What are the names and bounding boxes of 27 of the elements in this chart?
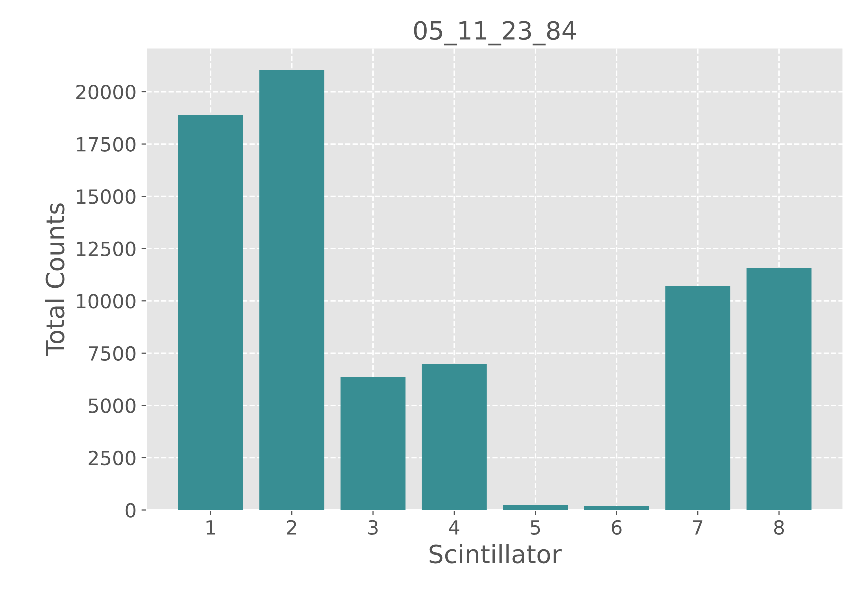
y-tick-label: 10000 bbox=[77, 294, 136, 309]
x-tick-label: 5 bbox=[530, 520, 540, 536]
y-tick-label: 17500 bbox=[77, 137, 136, 152]
x-tick-label: 2 bbox=[287, 520, 296, 535]
bar bbox=[340, 377, 406, 510]
x-tick-label: 3 bbox=[368, 520, 378, 536]
bar bbox=[666, 286, 731, 510]
y-tick-label: 0 bbox=[126, 503, 136, 518]
x-tick-label: 6 bbox=[612, 520, 622, 536]
y-tick-label: 15000 bbox=[77, 190, 136, 204]
x-tick-label: 8 bbox=[774, 520, 784, 536]
bar bbox=[422, 364, 487, 510]
x-tick-label: 4 bbox=[449, 520, 460, 535]
bar bbox=[503, 505, 568, 510]
y-tick-label: 12500 bbox=[77, 242, 136, 257]
bar bbox=[746, 268, 812, 510]
y-axis-title: Total Counts bbox=[45, 204, 65, 356]
bar bbox=[178, 115, 244, 510]
x-tick-label: 7 bbox=[693, 520, 703, 535]
y-tick-label: 5000 bbox=[89, 398, 136, 414]
y-tick-label: 7500 bbox=[89, 346, 136, 362]
y-tick-label: 20000 bbox=[76, 84, 136, 100]
x-axis-title: Scintillator bbox=[430, 544, 562, 564]
chart-title: 05_11_23_84 bbox=[414, 21, 576, 46]
x-tick-label: 1 bbox=[206, 520, 216, 535]
y-tick-label: 2500 bbox=[88, 450, 136, 466]
bar bbox=[260, 70, 325, 510]
